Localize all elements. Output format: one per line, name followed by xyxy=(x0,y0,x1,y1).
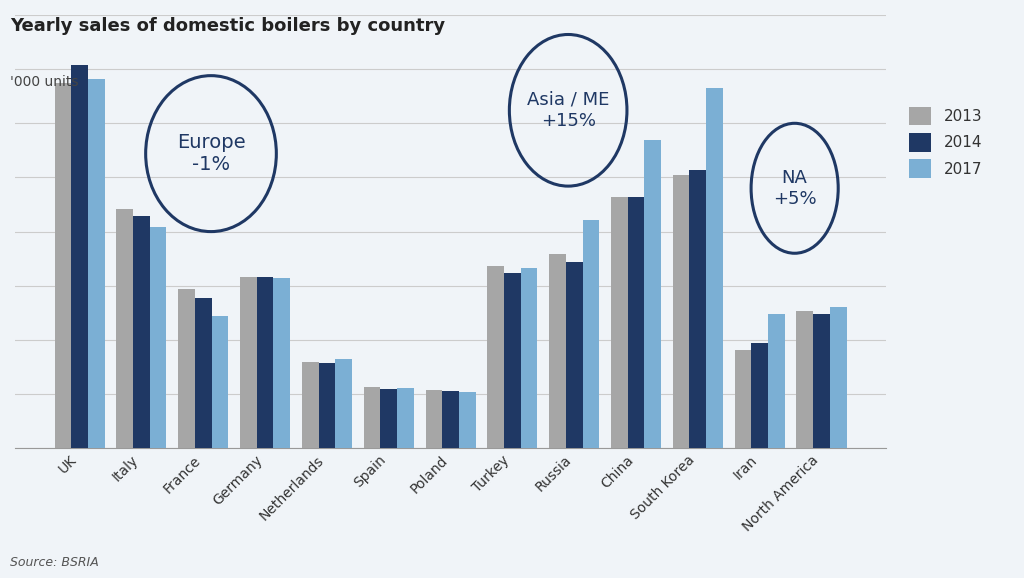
Bar xyxy=(150,227,167,448)
Bar xyxy=(257,277,273,448)
Bar xyxy=(459,392,475,448)
Bar xyxy=(689,170,707,448)
Bar xyxy=(521,268,538,448)
Bar xyxy=(583,220,599,448)
Bar xyxy=(829,307,847,448)
Bar xyxy=(178,288,195,448)
Bar xyxy=(273,279,290,448)
Text: NA
+5%: NA +5% xyxy=(773,169,816,208)
Bar xyxy=(707,88,723,448)
Bar xyxy=(628,198,644,448)
Bar xyxy=(88,79,104,448)
Bar xyxy=(364,387,380,448)
Bar xyxy=(426,390,442,448)
Bar xyxy=(133,216,150,448)
Bar xyxy=(487,266,504,448)
Bar xyxy=(195,298,212,448)
Text: Source: BSRIA: Source: BSRIA xyxy=(10,557,99,569)
Bar xyxy=(504,273,521,448)
Bar xyxy=(813,314,829,448)
Bar xyxy=(768,314,784,448)
Bar xyxy=(117,209,133,448)
Text: '000 units: '000 units xyxy=(10,75,79,89)
Bar xyxy=(611,198,628,448)
Bar xyxy=(72,65,88,448)
Bar xyxy=(797,312,813,448)
Bar xyxy=(54,83,72,448)
Bar xyxy=(673,175,689,448)
Bar xyxy=(380,389,397,448)
Bar xyxy=(302,362,318,448)
Bar xyxy=(240,277,257,448)
Bar xyxy=(212,316,228,448)
Text: Yearly sales of domestic boilers by country: Yearly sales of domestic boilers by coun… xyxy=(10,17,445,35)
Legend: 2013, 2014, 2017: 2013, 2014, 2017 xyxy=(902,101,988,184)
Bar xyxy=(442,391,459,448)
Bar xyxy=(335,360,352,448)
Bar xyxy=(734,350,752,448)
Bar xyxy=(549,254,566,448)
Bar xyxy=(644,140,662,448)
Text: Asia / ME
+15%: Asia / ME +15% xyxy=(527,91,609,129)
Bar xyxy=(566,262,583,448)
Bar xyxy=(752,343,768,448)
Text: Europe
-1%: Europe -1% xyxy=(177,133,246,174)
Bar xyxy=(397,388,414,448)
Bar xyxy=(318,362,335,448)
